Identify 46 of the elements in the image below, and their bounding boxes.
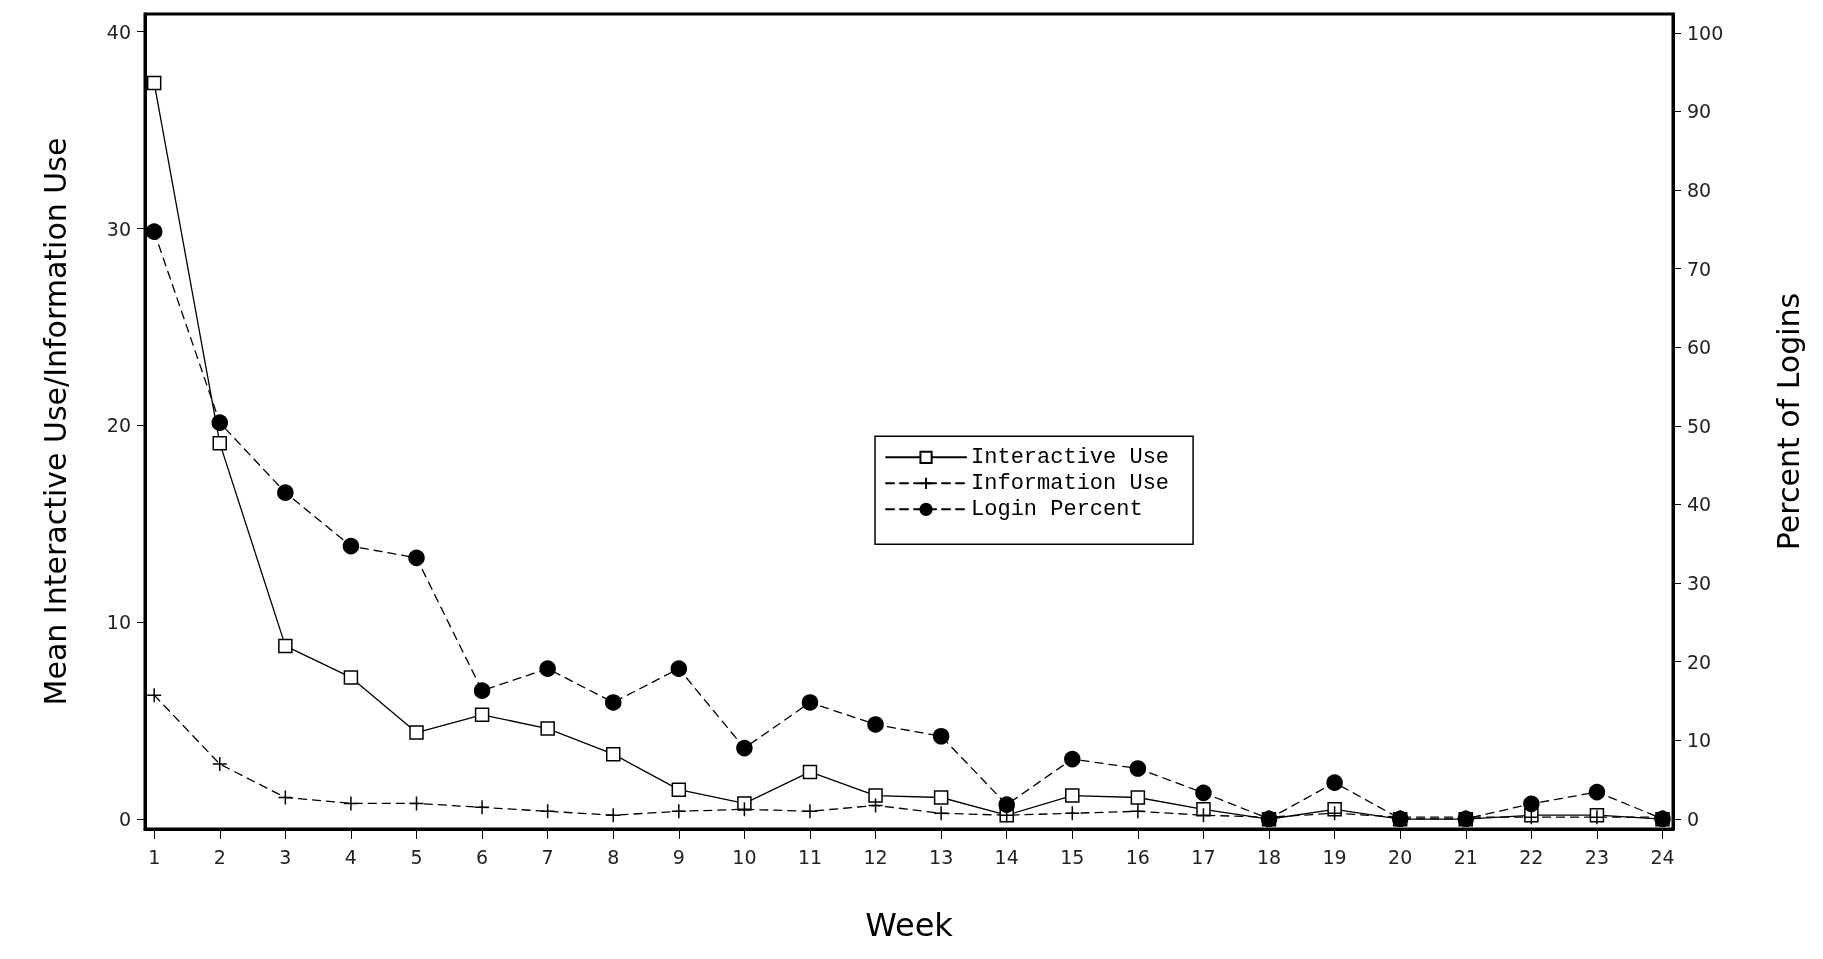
y2-tick-label: 90 [1687, 100, 1712, 123]
x-axis-title: Week [865, 906, 954, 944]
y2-tick-label: 20 [1687, 650, 1712, 673]
x-tick-label: 19 [1322, 845, 1347, 868]
y2-tick-label: 50 [1687, 414, 1712, 437]
x-tick-label: 17 [1191, 845, 1216, 868]
y2-axis-title: Percent of Logins [1770, 292, 1806, 551]
x-tick-label: 22 [1519, 845, 1544, 868]
y2-tick-label: 0 [1687, 807, 1700, 830]
x-tick-label: 23 [1584, 845, 1610, 868]
y2-tick-label: 60 [1687, 336, 1712, 359]
y-tick-label: 40 [106, 20, 131, 43]
x-tick-label: 16 [1125, 845, 1150, 868]
x-tick-label: 4 [344, 845, 357, 868]
y2-tick-label: 80 [1687, 179, 1712, 202]
x-tick-label: 9 [672, 845, 685, 868]
x-tick-label: 18 [1256, 845, 1282, 868]
y-tick-label: 0 [118, 808, 131, 831]
y-tick-label: 30 [106, 217, 131, 240]
legend-label: Login Percent [971, 496, 1143, 522]
y2-tick-label: 70 [1687, 257, 1712, 280]
x-tick-label: 3 [279, 845, 292, 868]
x-tick-label: 24 [1650, 845, 1675, 868]
y2-tick-label: 40 [1687, 493, 1712, 516]
legend-label: Interactive Use [971, 444, 1170, 470]
y2-tick-label: 30 [1687, 572, 1712, 595]
x-tick-label: 10 [732, 845, 757, 868]
x-tick-label: 11 [797, 845, 823, 868]
x-tick-label: 12 [863, 845, 888, 868]
x-tick-label: 6 [476, 845, 489, 868]
x-tick-label: 1 [148, 845, 161, 868]
y2-tick-label: 10 [1687, 729, 1712, 752]
x-tick-label: 15 [1060, 845, 1085, 868]
x-tick-label: 14 [994, 845, 1019, 868]
y2-tick-label: 100 [1687, 21, 1724, 44]
x-tick-label: 21 [1453, 845, 1478, 868]
x-tick-label: 5 [410, 845, 423, 868]
x-tick-label: 20 [1388, 845, 1413, 868]
legend-label: Information Use [971, 470, 1170, 496]
y-axis-title: Mean Interactive Use/Information Use [37, 137, 73, 706]
x-tick-label: 7 [541, 845, 554, 868]
y-tick-label: 20 [106, 414, 131, 437]
x-tick-label: 13 [929, 845, 954, 868]
y-tick-label: 10 [106, 611, 131, 634]
x-tick-label: 8 [607, 845, 620, 868]
x-tick-label: 2 [213, 845, 226, 868]
